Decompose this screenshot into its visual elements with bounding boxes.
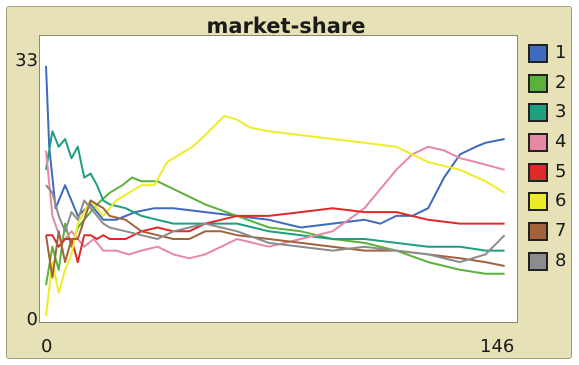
series-line-8 [45,184,506,264]
x-tick-max: 146 [480,336,515,357]
x-tick-min: 0 [41,336,53,357]
legend-item-8: 8 [528,248,572,278]
legend-item-5: 5 [528,159,572,189]
legend-label-3: 3 [555,101,567,123]
legend-item-7: 7 [528,218,572,248]
series-line-5 [46,207,505,264]
line-chart [45,65,506,317]
legend-swatch-6 [528,192,548,212]
legend-label-6: 6 [555,190,567,212]
legend-label-5: 5 [555,160,567,182]
legend-swatch-2 [528,73,548,93]
y-tick-min: 0 [26,309,38,330]
series-line-7 [45,199,505,279]
plot-area [39,35,518,323]
legend-label-8: 8 [555,249,567,271]
chart-title: market-share [206,14,366,38]
legend-swatch-8 [528,251,548,271]
legend-swatch-7 [528,222,548,242]
legend-item-3: 3 [528,99,572,129]
legend-item-1: 1 [528,40,572,70]
legend-label-7: 7 [555,220,567,242]
legend-label-1: 1 [555,42,567,63]
series-line-3 [45,130,505,252]
legend-item-4: 4 [528,129,572,159]
chart-legend: 1 2 3 4 5 6 7 8 [528,40,572,278]
legend-swatch-1 [528,44,548,63]
legend-swatch-3 [528,103,548,123]
legend-label-4: 4 [555,131,567,153]
legend-item-2: 2 [528,70,572,100]
legend-label-2: 2 [555,71,567,93]
legend-swatch-4 [528,133,548,153]
legend-swatch-5 [528,162,548,182]
y-tick-max: 33 [15,50,38,71]
legend-item-6: 6 [528,188,572,218]
